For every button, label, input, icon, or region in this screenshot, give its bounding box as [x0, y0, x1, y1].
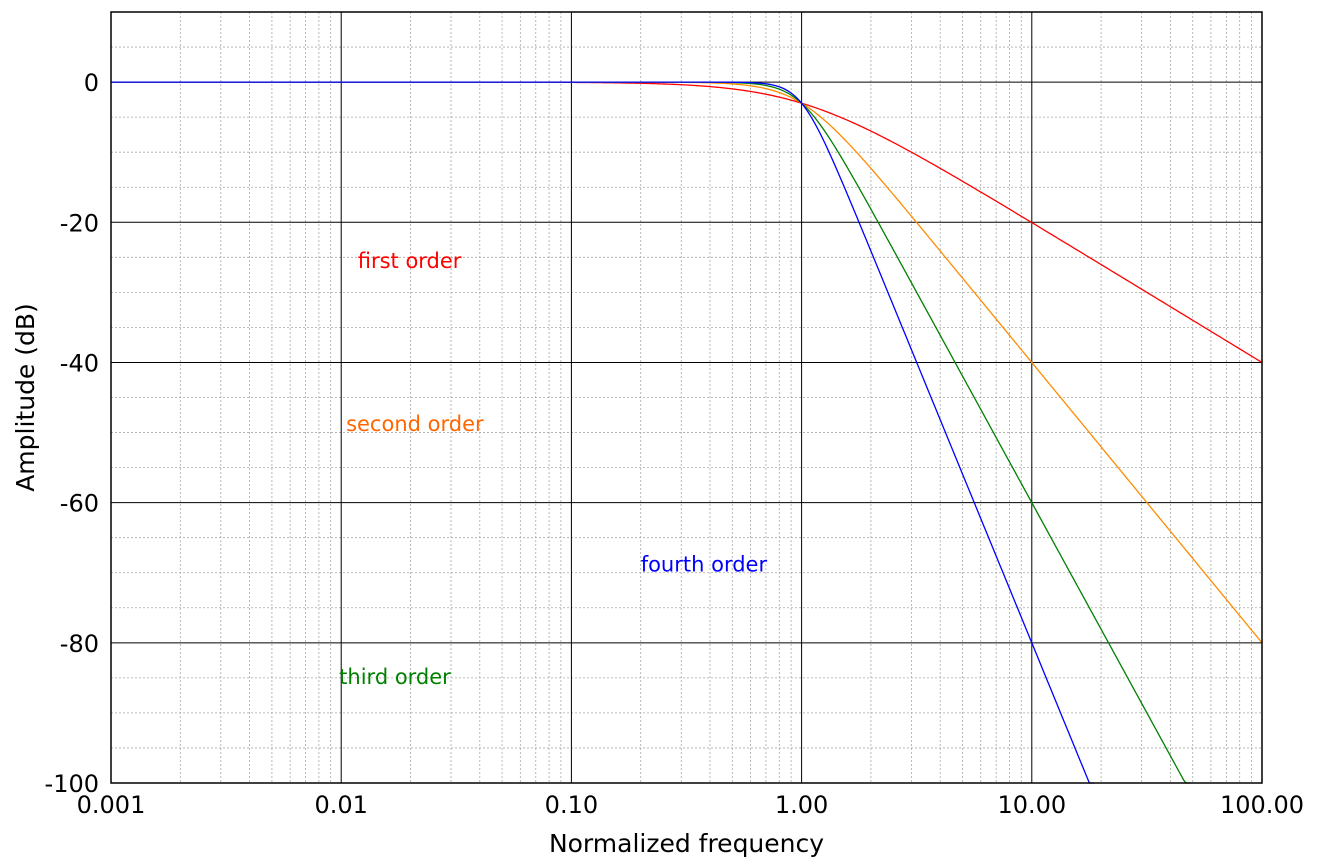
annotation-third-order: third order	[339, 665, 451, 689]
axis-tick-labels: 0.001 0.01 0.10 1.00 10.00 100.00 0 -20 -40 -60 -8…	[45, 69, 1304, 819]
y-axis-title: Amplitude (dB)	[11, 303, 40, 492]
y-tick-label: -80	[60, 630, 99, 658]
x-axis-title: Normalized frequency	[549, 829, 824, 858]
series-line-fourth-order	[111, 81, 1094, 784]
annotation-first-order: first order	[358, 249, 462, 273]
y-tick-label: -100	[45, 770, 99, 798]
series-lines	[111, 81, 1263, 784]
y-tick-label: -40	[60, 349, 99, 377]
x-tick-label: 1.00	[775, 791, 828, 819]
y-tick-label: -60	[60, 490, 99, 518]
x-tick-label: 0.01	[314, 791, 367, 819]
y-tick-label: -20	[60, 209, 99, 237]
annotation-second-order: second order	[346, 412, 484, 436]
x-tick-label: 10.00	[997, 791, 1066, 819]
minor-grid	[111, 11, 1262, 783]
y-tick-label: 0	[84, 69, 99, 97]
x-tick-label: 0.001	[77, 791, 146, 819]
x-tick-label: 0.10	[545, 791, 598, 819]
annotation-fourth-order: fourth order	[641, 552, 768, 576]
plot-frame	[110, 11, 1263, 784]
x-tick-label: 100.00	[1220, 791, 1304, 819]
series-annotations: first order second order third order fourth…	[339, 249, 767, 689]
